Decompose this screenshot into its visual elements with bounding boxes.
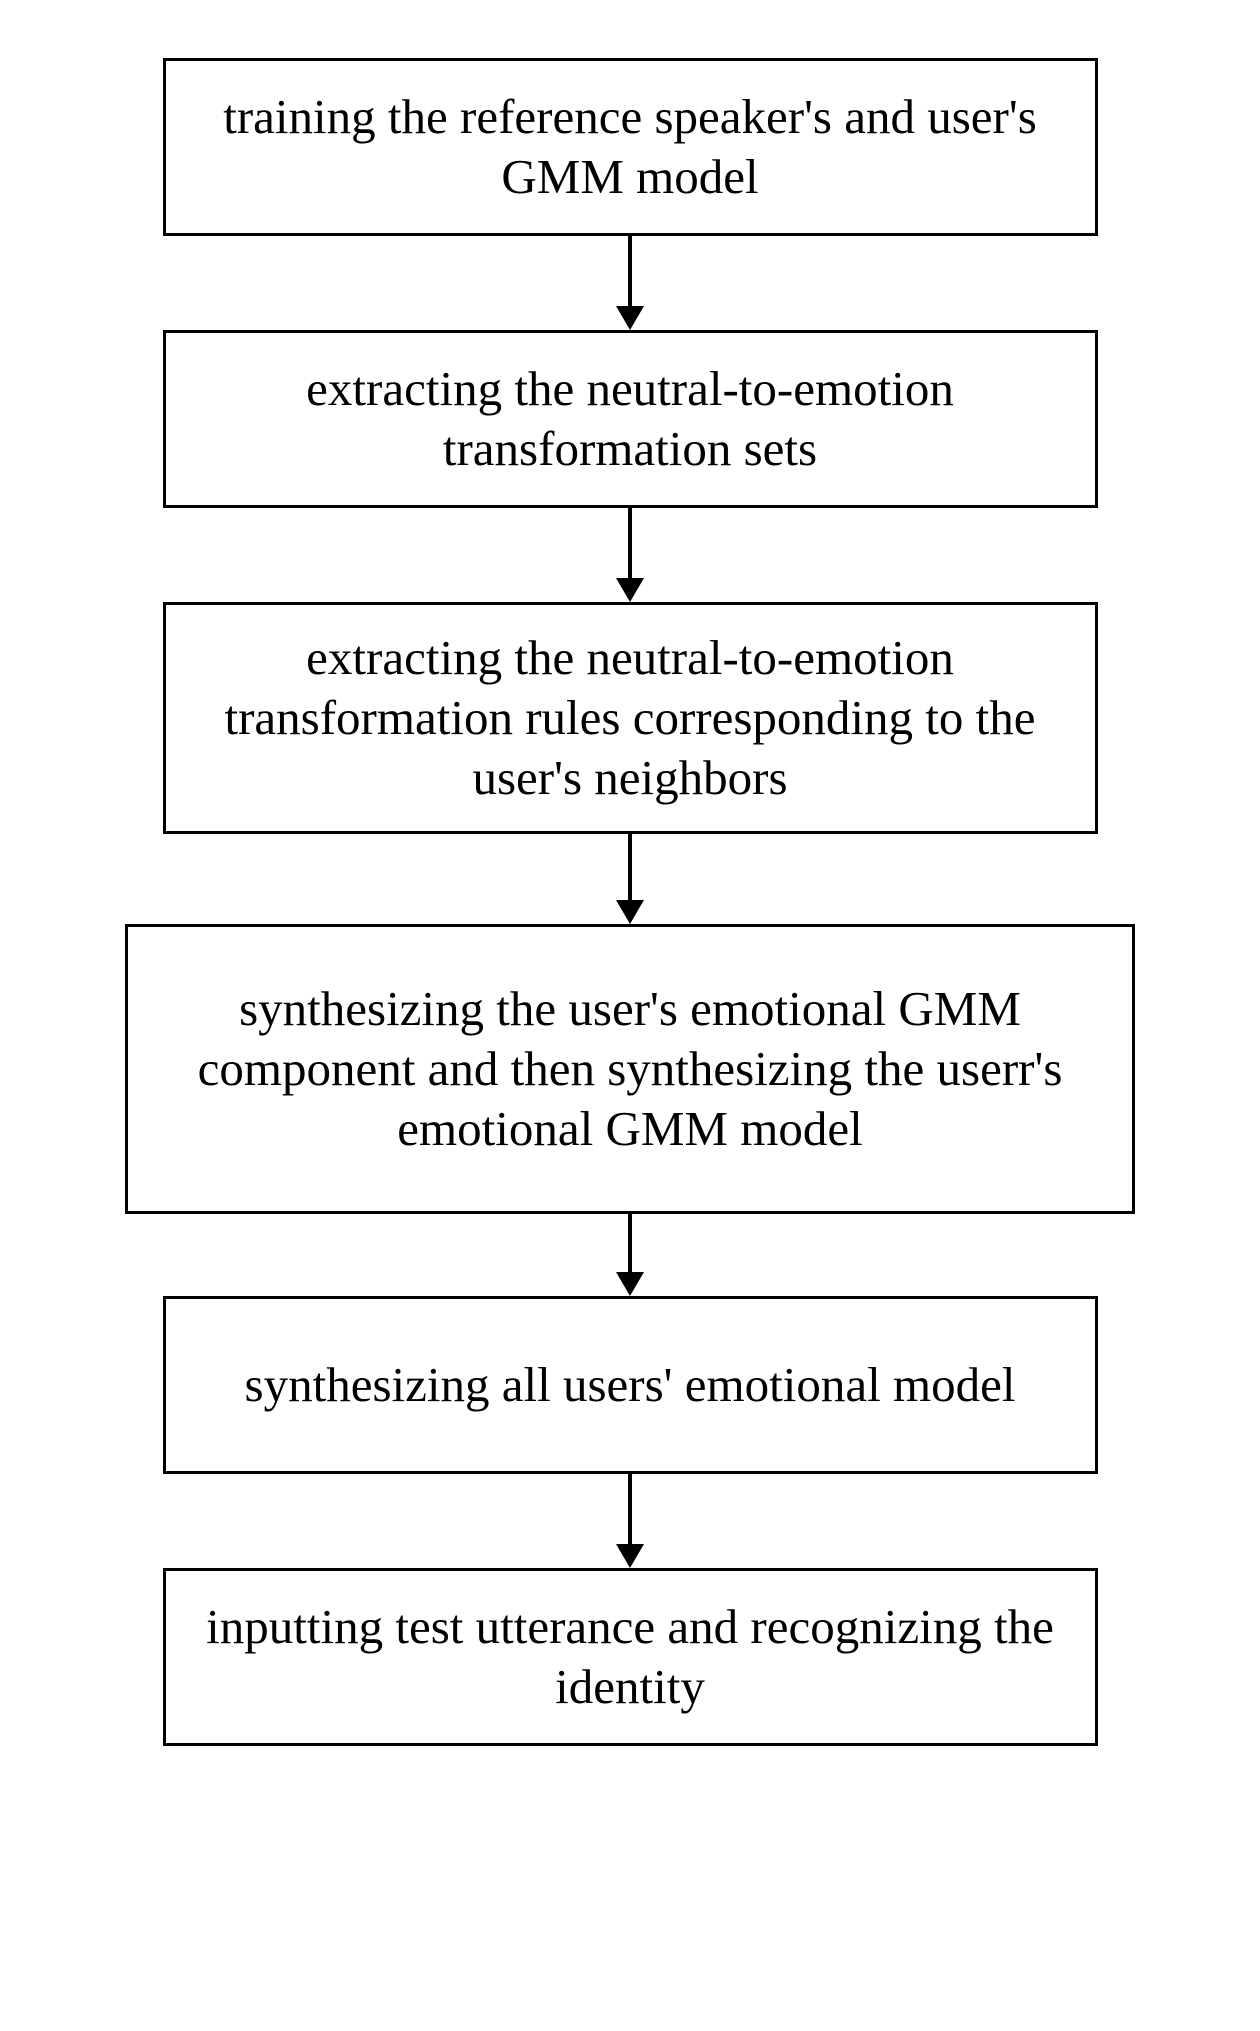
flowchart-arrow (616, 236, 644, 330)
flowchart-arrow (616, 1474, 644, 1568)
arrow-head-icon (616, 306, 644, 330)
arrow-head-icon (616, 1272, 644, 1296)
flowchart-node-text: extracting the neutral-to-emotion transf… (196, 628, 1065, 807)
flowchart-node-n4: synthesizing the user's emotional GMM co… (125, 924, 1135, 1214)
flowchart-node-n3: extracting the neutral-to-emotion transf… (163, 602, 1098, 834)
flowchart-arrow (616, 1214, 644, 1296)
flowchart-node-text: extracting the neutral-to-emotion transf… (196, 359, 1065, 479)
arrow-line (628, 834, 632, 900)
arrow-line (628, 508, 632, 578)
flowchart-node-text: training the reference speaker's and use… (196, 87, 1065, 207)
arrow-line (628, 1214, 632, 1272)
flowchart-node-text: synthesizing the user's emotional GMM co… (158, 979, 1102, 1158)
flowchart-arrow (616, 508, 644, 602)
flowchart-node-n2: extracting the neutral-to-emotion transf… (163, 330, 1098, 508)
flowchart-container: training the reference speaker's and use… (125, 58, 1135, 1746)
arrow-line (628, 1474, 632, 1544)
flowchart-arrow (616, 834, 644, 924)
flowchart-node-n6: inputting test utterance and recognizing… (163, 1568, 1098, 1746)
arrow-line (628, 236, 632, 306)
arrow-head-icon (616, 900, 644, 924)
flowchart-node-n5: synthesizing all users' emotional model (163, 1296, 1098, 1474)
flowchart-node-text: inputting test utterance and recognizing… (196, 1597, 1065, 1717)
arrow-head-icon (616, 578, 644, 602)
flowchart-node-text: synthesizing all users' emotional model (245, 1355, 1016, 1415)
arrow-head-icon (616, 1544, 644, 1568)
flowchart-node-n1: training the reference speaker's and use… (163, 58, 1098, 236)
